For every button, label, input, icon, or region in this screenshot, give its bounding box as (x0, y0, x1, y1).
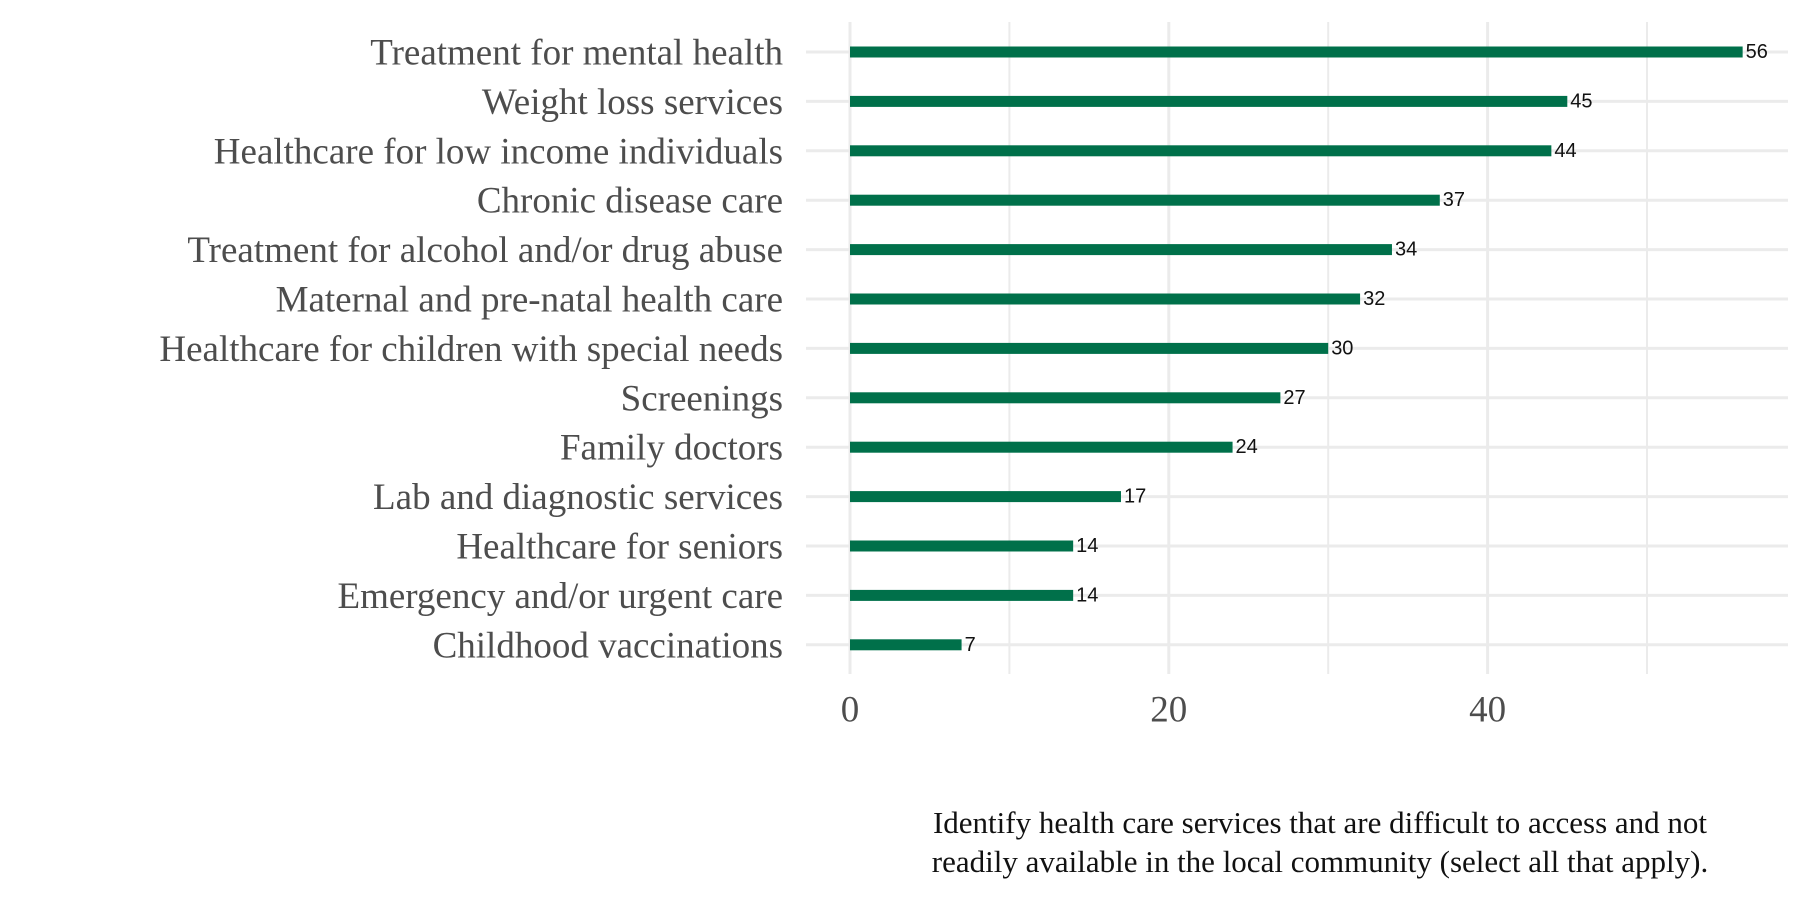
bar (850, 540, 1074, 552)
value-label: 45 (1570, 90, 1592, 112)
bar (850, 95, 1568, 107)
x-tick-label: 0 (841, 690, 860, 731)
bar (850, 441, 1233, 453)
bar (850, 46, 1743, 58)
x-tick-labels-layer: 0 20 40 (841, 690, 1506, 731)
bar (850, 342, 1329, 354)
bar (850, 491, 1121, 503)
value-label: 7 (965, 634, 976, 656)
category-label: Screenings (621, 378, 783, 419)
category-label: Healthcare for low income individuals (214, 131, 783, 172)
bar (850, 244, 1392, 256)
value-label: 17 (1124, 486, 1146, 508)
bar (850, 293, 1361, 305)
category-label: Weight loss services (482, 82, 783, 123)
category-label: Family doctors (560, 428, 783, 469)
x-tick-label: 40 (1469, 690, 1506, 731)
value-label: 56 (1746, 41, 1768, 63)
chart-caption: Identify health care services that are d… (840, 803, 1800, 881)
value-label: 24 (1236, 436, 1258, 458)
bar (850, 392, 1281, 404)
category-labels-layer: Treatment for mental health Weight loss s… (159, 33, 783, 667)
value-label: 34 (1395, 239, 1417, 261)
value-label: 30 (1331, 337, 1353, 359)
value-labels-layer: 56 45 44 37 34 32 30 27 24 17 14 14 7 (965, 41, 1768, 656)
bar (850, 145, 1552, 157)
category-label: Childhood vaccinations (433, 625, 783, 666)
bar (850, 639, 962, 651)
category-label: Healthcare for children with special nee… (159, 329, 783, 370)
value-label: 14 (1076, 584, 1098, 606)
category-label: Chronic disease care (477, 181, 783, 222)
value-label: 44 (1554, 140, 1576, 162)
category-label: Treatment for alcohol and/or drug abuse (187, 230, 783, 271)
category-label: Emergency and/or urgent care (337, 576, 783, 617)
value-label: 14 (1076, 535, 1098, 557)
bar (850, 589, 1074, 601)
category-label: Treatment for mental health (370, 33, 783, 74)
caption-line-2: readily available in the local community… (931, 844, 1709, 879)
category-label: Maternal and pre-natal health care (276, 280, 783, 321)
bar (850, 194, 1440, 206)
bars-layer (850, 46, 1743, 651)
category-label: Healthcare for seniors (456, 527, 783, 568)
value-label: 32 (1363, 288, 1385, 310)
value-label: 37 (1443, 189, 1465, 211)
caption-line-1: Identify health care services that are d… (932, 805, 1708, 840)
value-label: 27 (1283, 387, 1305, 409)
category-label: Lab and diagnostic services (373, 477, 783, 518)
x-tick-label: 20 (1150, 690, 1187, 731)
